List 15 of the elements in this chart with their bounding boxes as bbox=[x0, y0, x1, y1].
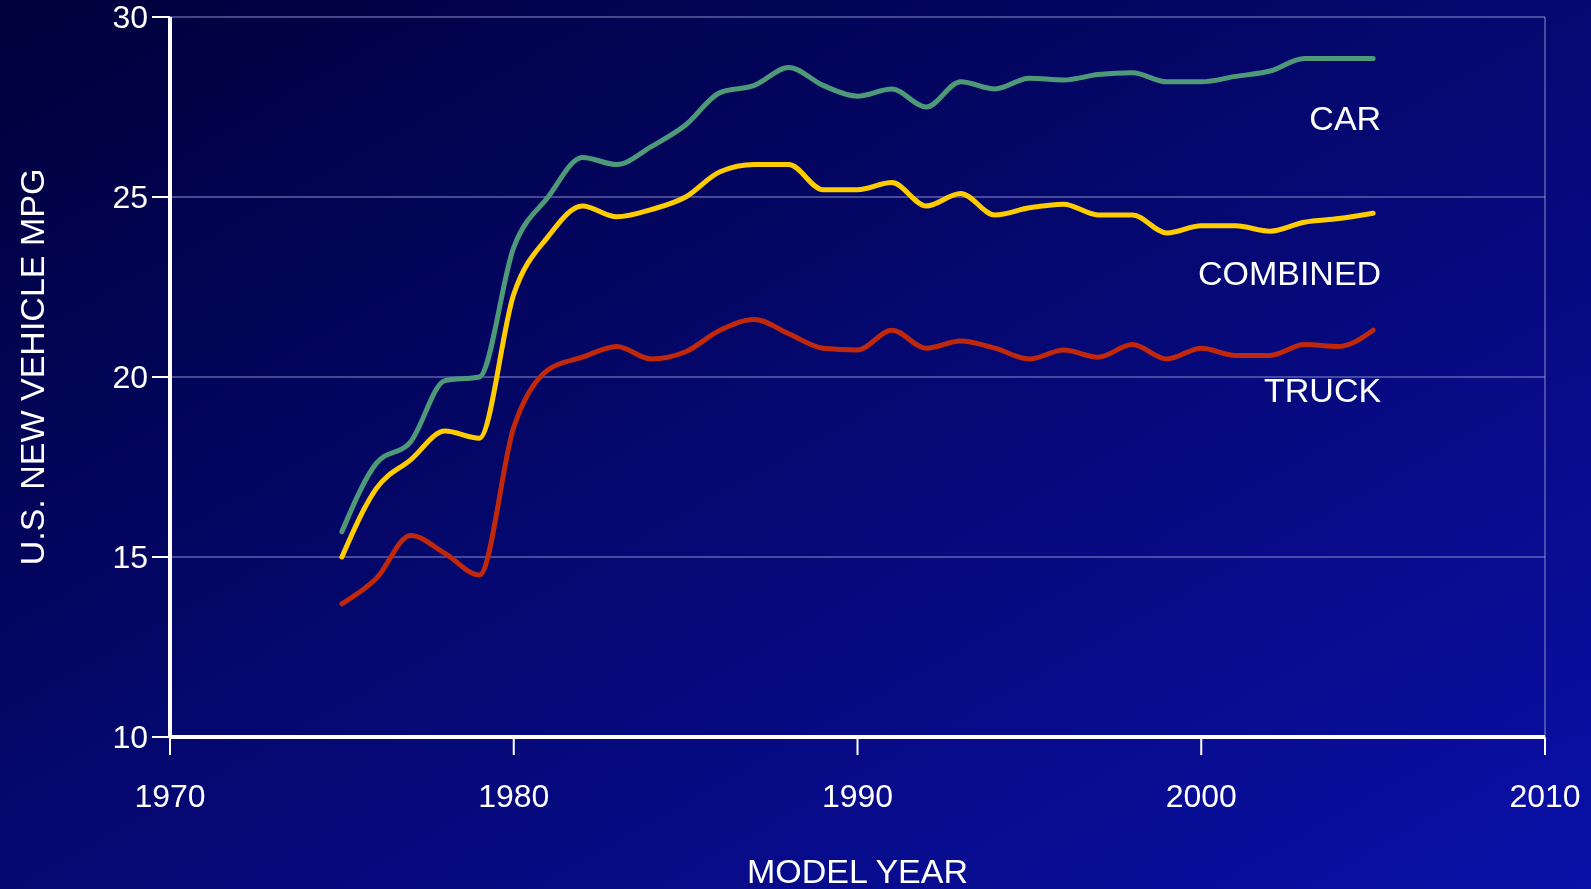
series-label: COMBINED bbox=[1197, 254, 1382, 293]
x-tick-label: 1990 bbox=[821, 778, 894, 814]
x-tick-label: 1980 bbox=[478, 778, 550, 814]
y-tick-label: 10 bbox=[112, 719, 148, 756]
x-tick-label: 2000 bbox=[1165, 778, 1237, 814]
y-tick-label: 30 bbox=[112, 0, 148, 36]
series-label: CAR bbox=[1309, 99, 1382, 138]
series-label: TRUCK bbox=[1264, 371, 1382, 410]
x-tick-label: 1970 bbox=[134, 778, 206, 814]
y-tick-label: 25 bbox=[112, 179, 148, 216]
y-tick-label: 15 bbox=[112, 539, 148, 576]
y-tick-label: 20 bbox=[112, 359, 148, 396]
y-axis-title: U.S. NEW VEHICLE MPG bbox=[13, 168, 51, 566]
x-tick-label: 2010 bbox=[1509, 778, 1581, 814]
x-axis-title: MODEL YEAR bbox=[746, 852, 969, 889]
